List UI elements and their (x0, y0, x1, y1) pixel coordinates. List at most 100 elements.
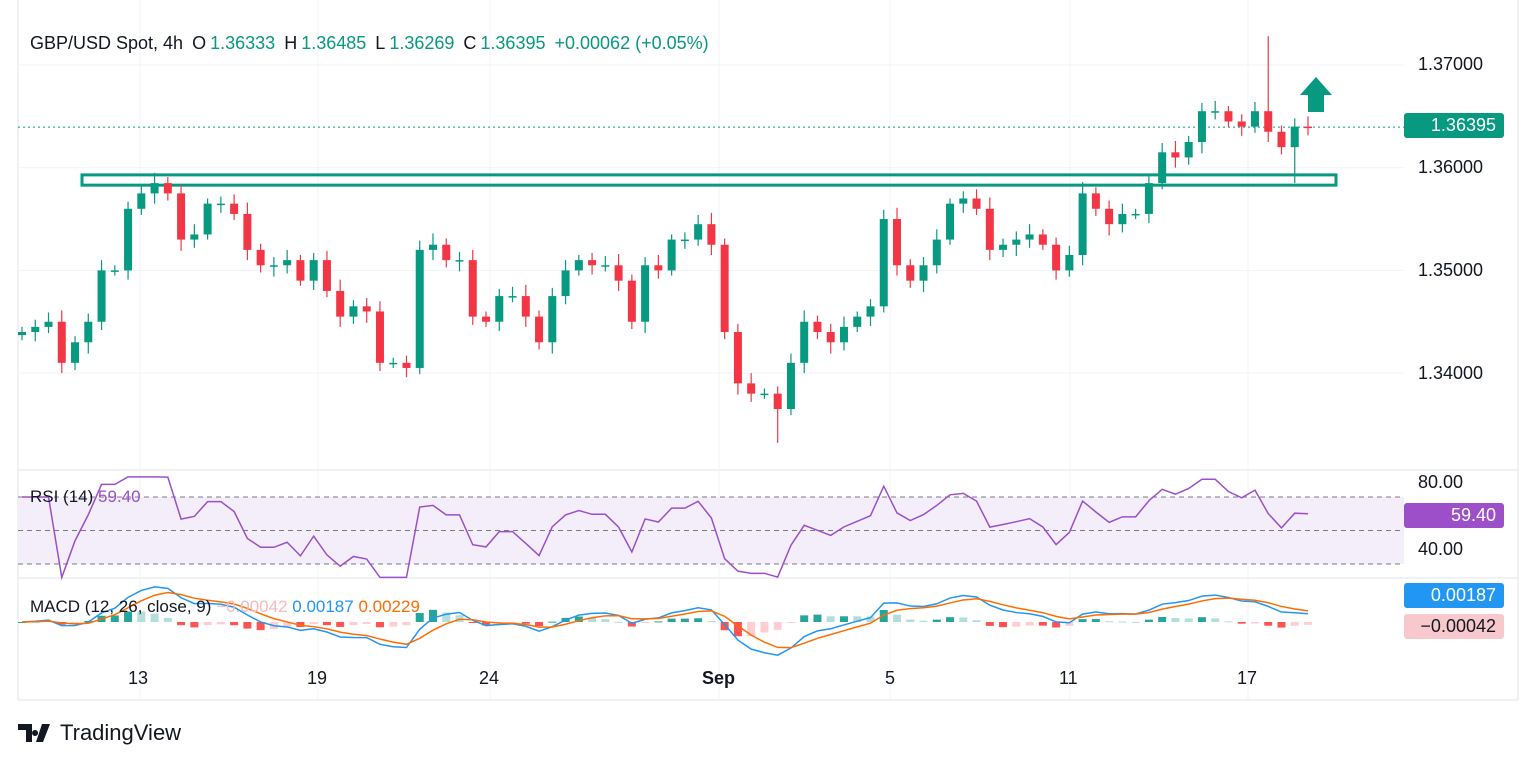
macd-histogram-bar (694, 618, 703, 622)
candle-body (932, 239, 941, 266)
macd-histogram-bar (415, 612, 424, 622)
macd-histogram-bar (985, 622, 994, 626)
macd-histogram-bar (1184, 618, 1193, 622)
x-tick: 24 (479, 668, 500, 688)
candle-body (1250, 111, 1259, 127)
symbol-label: GBP/USD Spot, 4h (30, 33, 184, 53)
candle-body (521, 296, 530, 317)
macd-histogram-bar (1277, 622, 1286, 628)
macd-histogram-bar (1250, 622, 1259, 624)
candle-body (946, 203, 955, 240)
low-label: L (375, 33, 386, 53)
macd-histogram-bar (18, 622, 26, 623)
candle-body (893, 219, 902, 266)
candle-body (1144, 183, 1153, 214)
up-arrow-icon (1300, 77, 1332, 112)
macd-histogram-bar (1224, 621, 1233, 623)
candle-body (216, 203, 225, 206)
candle-body (1304, 126, 1312, 129)
macd-histogram-bar (574, 616, 583, 622)
candle-body (1025, 234, 1034, 240)
candle-body (1118, 213, 1127, 225)
macd-histogram-bar (428, 609, 437, 622)
macd-histogram-bar (535, 622, 544, 626)
macd-histogram-bar (309, 622, 318, 625)
candle-body (853, 316, 862, 327)
candle-body (839, 326, 848, 343)
macd-histogram-bar (1197, 617, 1206, 622)
macd-histogram-bar (349, 622, 358, 626)
macd-histogram-bar (1171, 618, 1180, 622)
macd-histogram-bar (442, 612, 451, 622)
candle-body (44, 321, 53, 327)
candle-body (349, 306, 358, 317)
candle-body (733, 332, 742, 384)
candle-body (1052, 244, 1061, 271)
tradingview-logo[interactable]: TradingView (18, 720, 181, 746)
candle-body (137, 193, 146, 209)
rsi-name: RSI (14) (30, 487, 94, 506)
macd-histogram-bar (853, 616, 862, 622)
candle-body (641, 265, 650, 322)
candle-body (800, 321, 809, 363)
candle-body (786, 362, 795, 410)
macd-histogram-bar (919, 620, 928, 622)
macd-histogram-bar (627, 622, 636, 627)
candle-body (1224, 111, 1233, 122)
macd-histogram-bar (482, 622, 491, 626)
candle-body (1264, 111, 1273, 132)
macd-histogram-bar (601, 619, 610, 622)
macd-histogram-bar (177, 622, 186, 626)
last-price-tag: 1.36395 (1404, 113, 1504, 138)
candle-body (919, 265, 928, 281)
change-value: +0.00062 (+0.05%) (554, 33, 709, 53)
y-tick: 1.37000 (1418, 54, 1484, 74)
macd-histogram-bar (1144, 619, 1153, 622)
candle-body (402, 362, 411, 368)
candle-body (747, 383, 756, 394)
candle-body (269, 265, 278, 267)
candle-body (230, 203, 239, 214)
candle-body (124, 208, 133, 271)
macd-histogram-bar (1025, 622, 1034, 626)
macd-histogram-bar (216, 622, 225, 625)
candle-body (110, 270, 119, 272)
candle-body (654, 265, 663, 271)
candle-body (1211, 111, 1220, 113)
macd-histogram-bar (1012, 622, 1021, 627)
macd-histogram-bar (972, 620, 981, 622)
candle-body (336, 290, 345, 317)
candle-body (985, 208, 994, 250)
macd-title: MACD (12, 26, close, 9) −0.00042 0.00187… (30, 597, 420, 617)
candle-body (243, 213, 252, 250)
macd-histogram-bar (773, 622, 782, 630)
candle-body (548, 296, 557, 343)
candle-body (495, 296, 504, 322)
x-tick: Sep (702, 668, 736, 688)
candle-body (1158, 152, 1167, 184)
macd-histogram-bar (283, 622, 292, 628)
macd-histogram-bar (1211, 618, 1220, 622)
macd-histogram-bar (906, 619, 915, 622)
candle-body (442, 244, 451, 261)
macd-histogram-bar (203, 622, 212, 626)
candle-body (879, 219, 888, 307)
macd-histogram-bar (336, 622, 345, 627)
macd-histogram-bar (893, 614, 902, 622)
candle-body (468, 260, 477, 317)
candle-body (97, 270, 106, 322)
macd-histogram-bar (1118, 621, 1127, 623)
candle-body (999, 244, 1008, 250)
candle-body (1197, 111, 1206, 143)
candle-body (190, 234, 199, 240)
rsi-value: 59.40 (98, 487, 141, 506)
candle-body (972, 198, 981, 209)
x-tick: 17 (1237, 668, 1258, 688)
macd-histogram-bar (1105, 621, 1114, 623)
macd-histogram-bar (389, 622, 398, 627)
macd-histogram-bar (150, 613, 159, 622)
candle-body (773, 393, 782, 410)
macd-histogram-bar (1237, 622, 1246, 624)
